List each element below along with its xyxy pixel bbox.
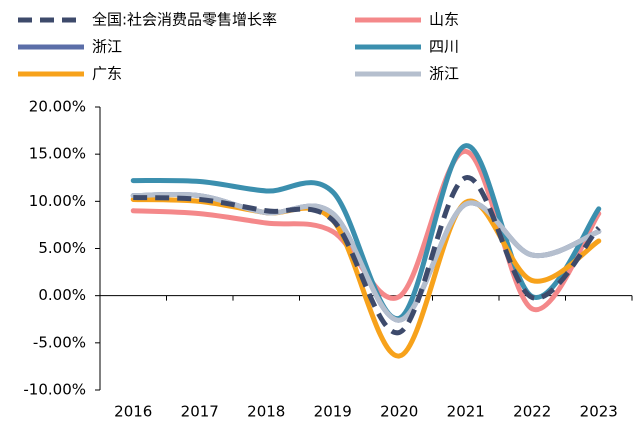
x-tick-label: 2018	[247, 403, 285, 421]
legend-label: 山东	[429, 11, 459, 29]
x-tick-label: 2016	[114, 403, 152, 421]
y-tick-label: 10.00%	[29, 192, 86, 210]
x-tick-label: 2022	[513, 403, 551, 421]
y-tick-label: 0.00%	[38, 286, 86, 304]
legend-label: 广东	[92, 65, 122, 83]
series-line	[130, 191, 602, 323]
y-tick-label: 5.00%	[38, 239, 86, 257]
legend-label: 四川	[429, 38, 459, 56]
legend-label: 浙江	[429, 65, 459, 83]
x-tick-label: 2021	[447, 403, 485, 421]
y-tick-label: -10.00%	[23, 381, 86, 399]
legend-label: 浙江	[92, 38, 122, 56]
x-tick-label: 2020	[380, 403, 418, 421]
x-tick-label: 2023	[580, 403, 618, 421]
y-tick-label: 15.00%	[29, 145, 86, 163]
series-line	[130, 148, 602, 312]
y-tick-label: 20.00%	[29, 98, 86, 116]
x-tick-label: 2019	[314, 403, 352, 421]
legend-label: 全国:社会消费品零售增长率	[92, 11, 277, 29]
y-tick-label: -5.00%	[33, 333, 86, 351]
series-line	[133, 175, 601, 335]
x-tick-label: 2017	[181, 403, 219, 421]
